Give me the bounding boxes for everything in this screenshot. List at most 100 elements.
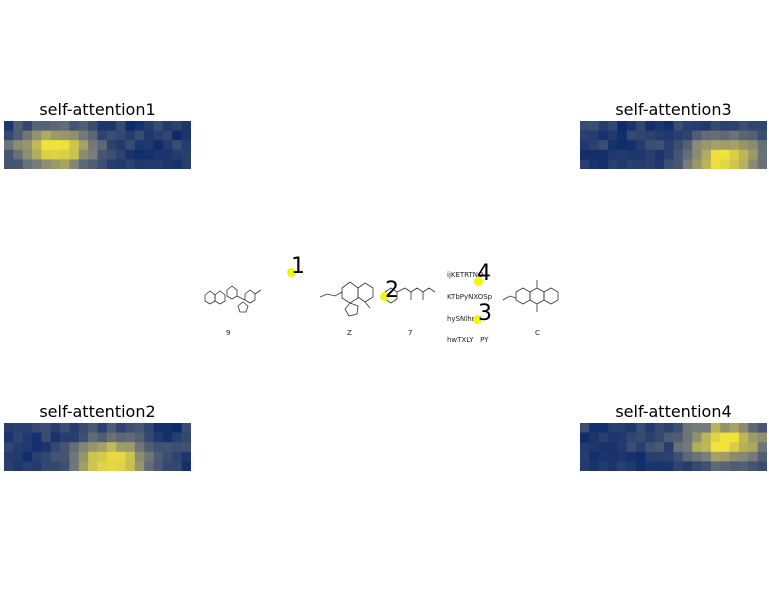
heatmap-cell	[701, 442, 712, 453]
attention-heatmap-2	[4, 423, 191, 471]
heatmap-cell	[69, 432, 80, 443]
heatmap-cell	[664, 432, 674, 443]
heatmap-cell	[589, 451, 600, 462]
heatmap-cell	[116, 149, 127, 160]
heatmap-cell	[682, 130, 693, 141]
heatmap-cell	[608, 451, 618, 462]
heatmap-cell	[32, 159, 42, 169]
heatmap-cell	[97, 159, 108, 169]
heatmap-cell	[608, 140, 618, 151]
heatmap-cell	[617, 423, 628, 434]
heatmap-cell	[738, 423, 749, 434]
heatmap-cell	[729, 149, 740, 160]
heatmap-cell	[134, 423, 145, 434]
heatmap-cell	[664, 140, 674, 151]
heatmap-cell	[125, 159, 136, 169]
heatmap-cell	[748, 149, 759, 160]
heatmap-cell	[710, 461, 721, 471]
heatmap-cell	[4, 451, 14, 462]
heatmap-cell	[13, 451, 24, 462]
heatmap-cell	[32, 442, 42, 453]
heatmap-cell	[97, 451, 108, 462]
heatmap-cell	[125, 461, 136, 471]
heatmap-cell	[162, 121, 173, 132]
text-tile: ijKETRTNO KTbPyNXOSp hySNlhnV hwTXLY PY	[447, 258, 492, 352]
heatmap-cell	[617, 461, 628, 471]
heatmap-cell	[626, 159, 637, 169]
keypoint-label-3: 3	[478, 301, 492, 326]
heatmap-cell	[626, 423, 637, 434]
heatmap-cell	[181, 159, 191, 169]
heatmap-cell	[729, 140, 740, 151]
heatmap-cell	[69, 130, 80, 141]
heatmap-cell	[682, 149, 693, 160]
heatmap-cell	[589, 423, 600, 434]
heatmap-cell	[729, 159, 740, 169]
heatmap-cell	[13, 461, 24, 471]
keypoint-label-4: 4	[477, 261, 491, 286]
heatmap-cell	[13, 130, 24, 141]
heatmap-cell	[673, 140, 684, 151]
heatmap-cell	[636, 451, 646, 462]
heatmap-cell	[97, 432, 108, 443]
heatmap-cell	[748, 442, 759, 453]
heatmap-cell	[673, 130, 684, 141]
heatmap-cell	[701, 140, 712, 151]
heatmap-cell	[654, 149, 665, 160]
heatmap-cell	[116, 451, 127, 462]
heatmap-cell	[580, 149, 590, 160]
heatmap-cell	[162, 423, 173, 434]
heatmap-cell	[97, 442, 108, 453]
heatmap-cell	[125, 442, 136, 453]
heatmap-cell	[41, 130, 52, 141]
heatmap-cell	[617, 451, 628, 462]
heatmap-cell	[626, 442, 637, 453]
heatmap-cell	[125, 451, 136, 462]
heatmap-cell	[701, 159, 712, 169]
heatmap-cell	[598, 149, 609, 160]
heatmap-cell	[729, 442, 740, 453]
heatmap-cell	[181, 432, 191, 443]
heatmap-cell	[682, 461, 693, 471]
heatmap-cell	[172, 432, 183, 443]
heatmap-cell	[636, 149, 646, 160]
heatmap-cell	[172, 442, 183, 453]
heatmap-cell	[757, 451, 767, 462]
heatmap-cell	[4, 140, 14, 151]
heatmap-cell	[181, 442, 191, 453]
heatmap-cell	[757, 432, 767, 443]
heatmap-cell	[720, 149, 731, 160]
heatmap-cell	[106, 121, 117, 132]
heatmap-cell	[748, 423, 759, 434]
heatmap-cell	[172, 121, 183, 132]
heatmap-cell	[654, 461, 665, 471]
panel-title-3: self-attention3	[615, 100, 732, 119]
heatmap-cell	[69, 121, 80, 132]
heatmap-cell	[88, 140, 98, 151]
heatmap-cell	[60, 432, 70, 443]
heatmap-cell	[664, 159, 674, 169]
heatmap-cell	[720, 159, 731, 169]
heatmap-cell	[682, 442, 693, 453]
heatmap-cell	[673, 432, 684, 443]
heatmap-cell	[701, 130, 712, 141]
heatmap-cell	[580, 140, 590, 151]
heatmap-cell	[78, 423, 89, 434]
keypoint-dot-1	[287, 268, 296, 277]
heatmap-cell	[682, 451, 693, 462]
heatmap-cell	[664, 423, 674, 434]
heatmap-cell	[41, 140, 52, 151]
heatmap-cell	[153, 149, 164, 160]
heatmap-cell	[106, 442, 117, 453]
panel-title-2: self-attention2	[39, 402, 156, 421]
heatmap-cell	[589, 140, 600, 151]
molecule-drawing-1	[204, 285, 262, 313]
heatmap-cell	[125, 432, 136, 443]
heatmap-cell	[181, 140, 191, 151]
heatmap-cell	[78, 159, 89, 169]
heatmap-cell	[710, 423, 721, 434]
heatmap-cell	[738, 159, 749, 169]
panel-title-1: self-attention1	[39, 100, 156, 119]
heatmap-cell	[153, 159, 164, 169]
heatmap-cell	[692, 451, 703, 462]
